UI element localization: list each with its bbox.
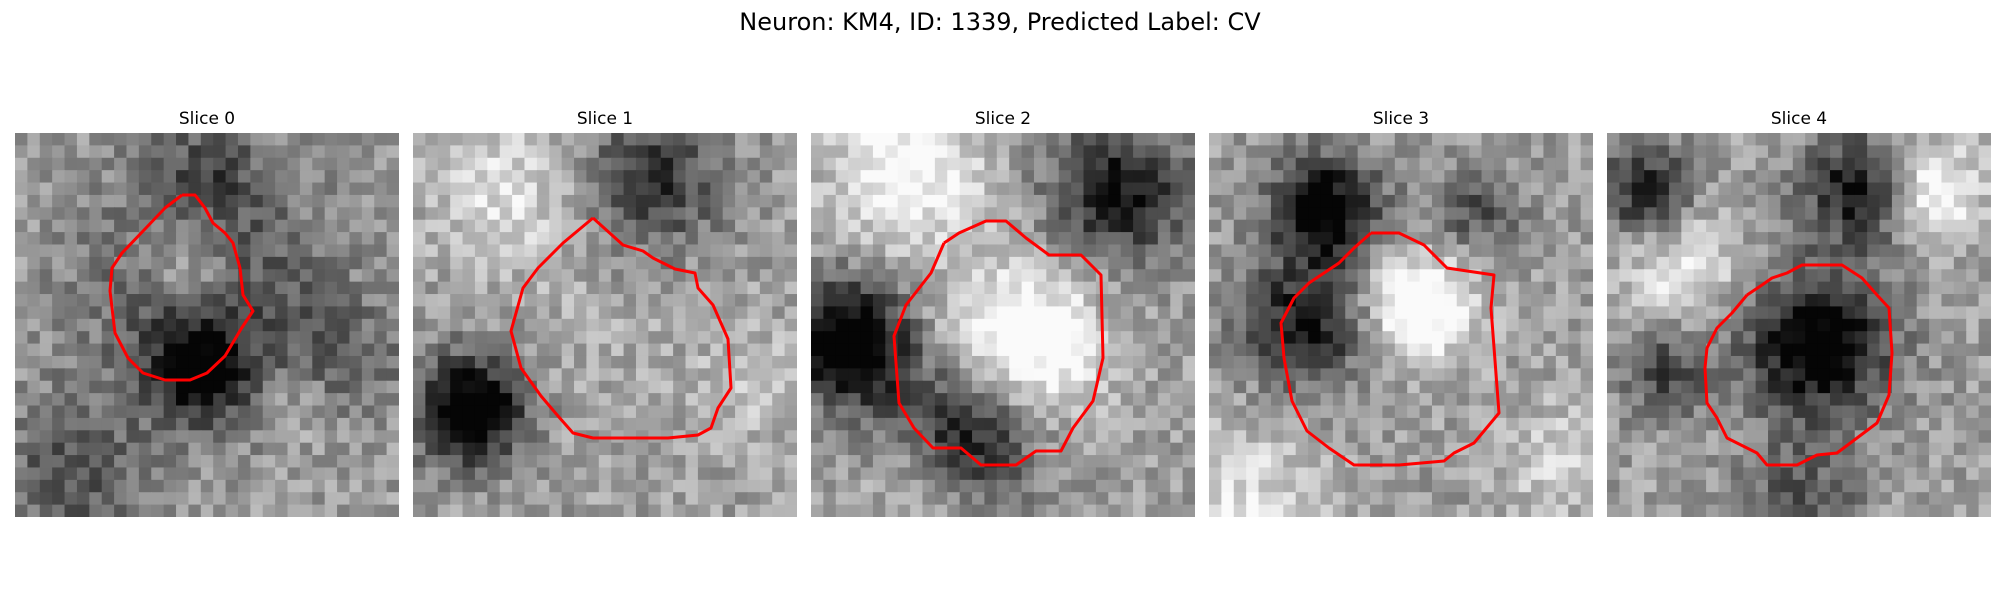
slice-title-1: Slice 1 — [413, 108, 797, 130]
slice-panel-2: Slice 2 — [811, 108, 1195, 517]
figure-title: Neuron: KM4, ID: 1339, Predicted Label: … — [0, 8, 2000, 36]
slice-pixels — [15, 133, 399, 517]
slice-title-4: Slice 4 — [1607, 108, 1991, 130]
slice-panel-1: Slice 1 — [413, 108, 797, 517]
slice-panel-0: Slice 0 — [15, 108, 399, 517]
slice-image-1 — [413, 133, 797, 517]
slice-title-0: Slice 0 — [15, 108, 399, 130]
slice-panel-3: Slice 3 — [1209, 108, 1593, 517]
slice-pixels — [811, 133, 1195, 517]
slice-image-3 — [1209, 133, 1593, 517]
slice-title-2: Slice 2 — [811, 108, 1195, 130]
slice-image-0 — [15, 133, 399, 517]
slice-pixels — [413, 133, 797, 517]
slice-image-4 — [1607, 133, 1991, 517]
slice-pixels — [1607, 133, 1991, 517]
slice-pixels — [1209, 133, 1593, 517]
slice-title-3: Slice 3 — [1209, 108, 1593, 130]
slice-image-2 — [811, 133, 1195, 517]
slice-panel-4: Slice 4 — [1607, 108, 1991, 517]
